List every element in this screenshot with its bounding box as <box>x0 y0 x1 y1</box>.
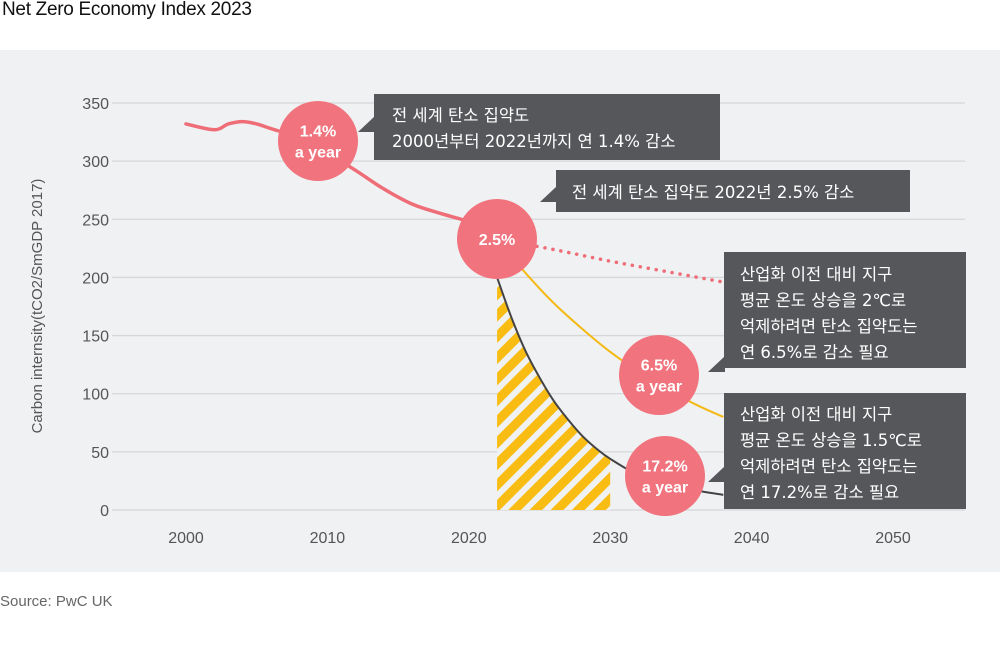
callout-box <box>556 170 910 212</box>
callout-text-line: 산업화 이전 대비 지구 <box>740 405 892 424</box>
x-tick-label: 2040 <box>734 530 770 547</box>
bubble-text-line: 1.4% <box>300 124 336 141</box>
shaded-region <box>497 277 611 510</box>
bubble-text-line: 17.2% <box>642 459 687 476</box>
y-tick-label: 350 <box>82 96 109 113</box>
rate-bubble <box>619 335 699 415</box>
source-note: Source: PwC UK <box>0 593 113 610</box>
annotation-2: 전 세계 탄소 집약도 2022년 2.5% 감소 2.5% <box>457 170 910 279</box>
bubble-text-line: a year <box>636 379 682 396</box>
callout-text-line: 평균 온도 상승을 1.5℃로 <box>740 431 922 450</box>
callout-box <box>724 393 966 509</box>
x-tick-label: 2050 <box>875 530 911 547</box>
y-tick-label: 150 <box>82 329 109 346</box>
callout-tail <box>708 356 725 372</box>
bubble-text-line: 6.5% <box>641 358 677 375</box>
callout-tail <box>358 116 375 132</box>
y-tick-label: 0 <box>100 503 109 520</box>
annotations: 전 세계 탄소 집약도 2000년부터 2022년까지 연 1.4% 감소 1.4%… <box>278 94 966 516</box>
callout-text-line: 2000년부터 2022년까지 연 1.4% 감소 <box>392 132 676 151</box>
annotation-1: 전 세계 탄소 집약도 2000년부터 2022년까지 연 1.4% 감소 1.4%… <box>278 94 720 181</box>
callout-text-line: 연 17.2%로 감소 필요 <box>740 483 899 502</box>
bubble-text-line: a year <box>642 480 688 497</box>
bubble-text-line: a year <box>295 145 341 162</box>
callout-text-line: 평균 온도 상승을 2℃로 <box>740 291 906 310</box>
rate-bubble <box>278 101 358 181</box>
hatched-area-1-5c <box>497 277 611 510</box>
y-tick-label: 250 <box>82 212 109 229</box>
y-axis-ticks: 350 300 250 200 150 100 50 0 <box>82 96 109 520</box>
bubble-text-line: 2.5% <box>479 232 515 249</box>
page-title: Net Zero Economy Index 2023 <box>2 0 252 20</box>
callout-text-line: 전 세계 탄소 집약도 2022년 2.5% 감소 <box>572 183 854 202</box>
callout-text-line: 산업화 이전 대비 지구 <box>740 265 892 284</box>
callout-text-line: 연 6.5%로 감소 필요 <box>740 343 889 362</box>
callout-text-line: 전 세계 탄소 집약도 <box>392 106 529 125</box>
y-axis-label: Carbon internsity(tCO2/SmGDP 2017) <box>29 179 46 434</box>
x-tick-label: 2000 <box>168 530 204 547</box>
callout-tail <box>708 466 725 482</box>
callout-box <box>724 252 966 368</box>
y-tick-label: 50 <box>91 445 109 462</box>
y-tick-label: 200 <box>82 270 109 287</box>
callout-box <box>374 94 720 160</box>
callout-text-line: 억제하려면 탄소 집약도는 <box>740 457 917 476</box>
callout-text-line: 억제하려면 탄소 집약도는 <box>740 317 917 336</box>
y-tick-label: 300 <box>82 154 109 171</box>
y-tick-label: 100 <box>82 387 109 404</box>
x-axis-ticks: 2000 2010 2020 2030 2040 2050 <box>168 530 911 547</box>
x-tick-label: 2010 <box>310 530 346 547</box>
callout-tail <box>540 186 557 202</box>
x-tick-label: 2020 <box>451 530 487 547</box>
x-tick-label: 2030 <box>592 530 628 547</box>
rate-bubble <box>457 199 537 279</box>
rate-bubble <box>625 436 705 516</box>
